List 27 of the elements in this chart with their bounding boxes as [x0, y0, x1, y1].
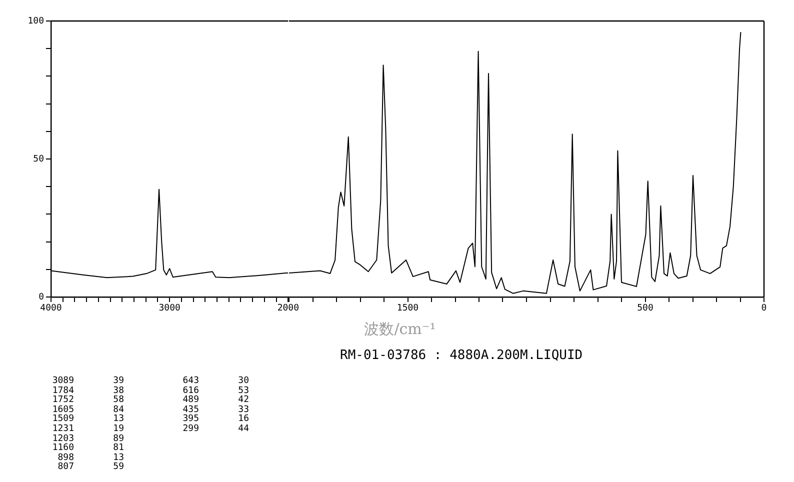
- text: 435 33: [182, 404, 249, 415]
- x-tick-label: 3000: [158, 304, 180, 314]
- text: 1160 81: [52, 443, 124, 454]
- text: 616 53: [182, 386, 249, 396]
- text: 299 44: [182, 424, 249, 434]
- x-tick-label: 500: [637, 304, 654, 314]
- text: 898 13: [58, 452, 124, 463]
- text: 1605 84: [52, 404, 124, 415]
- x-tick-label: 2000: [277, 304, 300, 314]
- text: 1752 58: [52, 395, 124, 406]
- x-tick-label: 1500: [396, 304, 419, 314]
- text: 395 16: [182, 414, 249, 424]
- text: RM-01-03786 : 4880A.200M.LIQUID: [340, 348, 583, 363]
- text: 489 42: [182, 395, 249, 406]
- x-tick-label: 4000: [40, 304, 62, 314]
- x-axis-title: 波数/cm⁻¹: [363, 320, 437, 339]
- text: 643 30: [182, 376, 249, 386]
- text: 3089 39: [52, 376, 124, 386]
- text: 807 59: [58, 462, 124, 472]
- text: 1231 19: [52, 424, 124, 434]
- y-tick-label: 0: [38, 292, 44, 302]
- text: 1203 89: [52, 434, 124, 444]
- text: 1509 13: [52, 414, 124, 424]
- y-tick-label: 50: [33, 154, 44, 164]
- y-tick-label: 100: [28, 16, 44, 26]
- text: 1784 38: [52, 386, 124, 396]
- x-tick-label: 0: [761, 304, 767, 314]
